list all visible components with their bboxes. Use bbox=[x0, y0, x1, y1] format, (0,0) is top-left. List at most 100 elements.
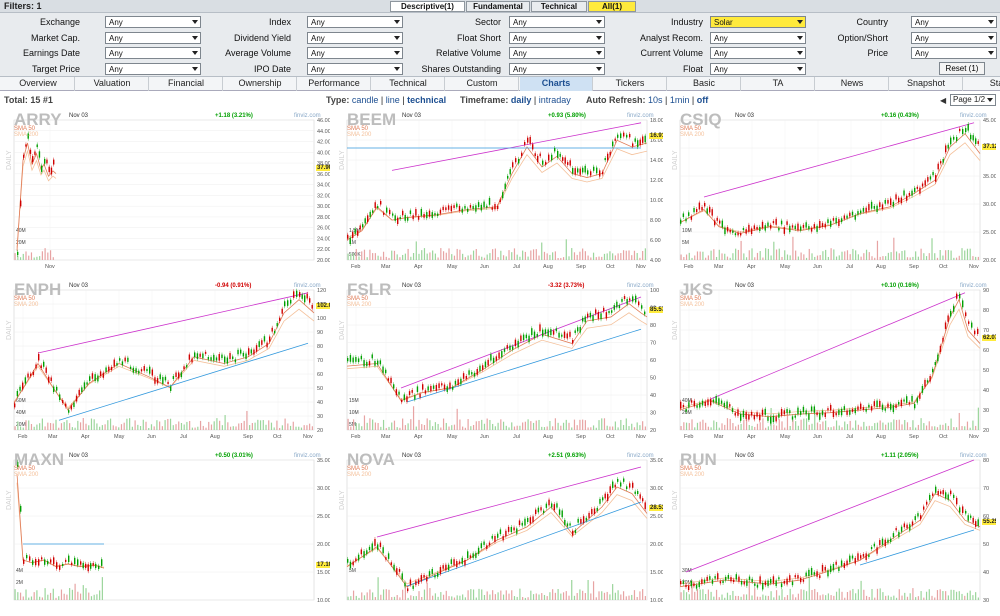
candle bbox=[725, 576, 727, 581]
filter-select-value: Any bbox=[513, 18, 527, 27]
filter-select[interactable]: Any bbox=[710, 47, 806, 59]
volume-bar bbox=[737, 424, 739, 430]
volume-bar bbox=[969, 427, 971, 430]
volume-bar bbox=[895, 597, 898, 600]
candle bbox=[501, 351, 503, 358]
ticker-symbol[interactable]: JKS bbox=[680, 280, 714, 299]
ticker-symbol[interactable]: ARRY bbox=[14, 110, 62, 129]
filter-select[interactable]: Any bbox=[307, 31, 403, 44]
view-tab[interactable]: Custom bbox=[446, 77, 519, 91]
view-tab[interactable]: Tickers bbox=[594, 77, 667, 91]
filter-select[interactable]: Any bbox=[710, 31, 806, 44]
candle bbox=[783, 410, 786, 415]
volume-bar bbox=[358, 256, 360, 260]
candle bbox=[835, 412, 837, 416]
filter-select[interactable]: Any bbox=[911, 31, 997, 44]
filter-select[interactable]: Any bbox=[307, 47, 403, 59]
type-candle-link[interactable]: candle bbox=[351, 95, 379, 105]
view-tab[interactable]: Snapshot bbox=[890, 77, 963, 91]
timeframe-daily-link[interactable]: daily bbox=[510, 95, 532, 105]
stock-chart[interactable]: 1201101009080706050403020FebMarAprMayJun… bbox=[0, 280, 330, 446]
candle bbox=[532, 516, 534, 523]
timeframe-intraday-link[interactable]: intraday bbox=[538, 95, 571, 105]
tab-descriptive[interactable]: Descriptive(1) bbox=[390, 1, 465, 12]
chevron-down-icon bbox=[797, 35, 803, 40]
volume-bar bbox=[852, 248, 854, 260]
candle bbox=[791, 416, 794, 420]
volume-bar bbox=[874, 597, 876, 600]
candle bbox=[595, 309, 597, 314]
type-line-link[interactable]: line bbox=[385, 95, 400, 105]
filter-select[interactable]: Any bbox=[509, 47, 605, 59]
volume-bar bbox=[775, 425, 778, 430]
candle bbox=[890, 538, 892, 542]
view-tab[interactable]: Performance bbox=[298, 77, 371, 91]
stock-chart[interactable]: 35.00 30.00 25.00 20.00 15.00 10.00 5M NOVA Nov … bbox=[333, 450, 663, 616]
view-tab[interactable]: News bbox=[816, 77, 889, 91]
page-select[interactable]: Page 1/2 bbox=[950, 94, 996, 106]
candle bbox=[609, 151, 611, 156]
candle bbox=[194, 352, 196, 358]
stock-chart[interactable]: 80 70 60 50 40 30 30M 20M RUN Nov 03 +1.11 (2.05%)… bbox=[666, 450, 996, 616]
tab-fundamental[interactable]: Fundamental bbox=[466, 1, 530, 12]
filter-select[interactable]: Any bbox=[307, 62, 403, 75]
filter-select[interactable]: Any bbox=[509, 16, 605, 28]
filter-select[interactable]: Any bbox=[105, 62, 201, 75]
refresh-10s-link[interactable]: 10s bbox=[648, 95, 663, 105]
filter-select[interactable]: Any bbox=[307, 16, 403, 28]
ticker-symbol[interactable]: BEEM bbox=[347, 110, 397, 129]
view-tab[interactable]: Overview bbox=[2, 77, 75, 91]
candle bbox=[813, 406, 816, 413]
view-tab[interactable]: Stats bbox=[964, 77, 1000, 91]
view-tab[interactable]: Technical bbox=[372, 77, 445, 91]
stock-chart[interactable]: 90 80 70 60 50 40 30 20 Feb Mar Apr May Jun Jul Aug Sep… bbox=[666, 280, 996, 446]
ticker-symbol[interactable]: NOVA bbox=[347, 450, 395, 469]
chevron-down-icon bbox=[596, 20, 602, 24]
candle bbox=[680, 580, 682, 585]
stock-chart[interactable]: 35.00 30.00 25.00 20.00 15.00 10.00 4M 2M MAXN No… bbox=[0, 450, 330, 616]
view-tab[interactable]: Basic bbox=[668, 77, 741, 91]
filter-select[interactable]: Any bbox=[105, 31, 201, 44]
ticker-symbol[interactable]: ENPH bbox=[14, 280, 62, 299]
filter-select[interactable]: Solar bbox=[710, 16, 806, 28]
ticker-symbol[interactable]: RUN bbox=[680, 450, 717, 469]
filter-select[interactable]: Any bbox=[105, 47, 201, 59]
view-tab[interactable]: Charts bbox=[520, 77, 593, 91]
tab-all[interactable]: All(1) bbox=[588, 1, 636, 12]
price-change: -0.94 (0.91%) bbox=[215, 283, 252, 289]
source-label: finviz.com bbox=[960, 283, 987, 289]
volume-bar bbox=[25, 589, 27, 600]
view-tab[interactable]: TA bbox=[742, 77, 815, 91]
volume-bar bbox=[964, 595, 966, 600]
candle bbox=[921, 385, 924, 393]
stock-chart[interactable]: 46.0044.0042.0040.0038.0036.0034.0032.00… bbox=[0, 110, 330, 276]
reset-button[interactable]: Reset (1) bbox=[939, 62, 985, 75]
view-tab[interactable]: Ownership bbox=[224, 77, 297, 91]
stock-chart[interactable]: 45.0040.0035.0030.0025.0020.00FebMarAprM… bbox=[666, 110, 996, 276]
candle bbox=[352, 561, 354, 566]
volume-bar bbox=[445, 590, 447, 600]
y-tick-label: 20.00 bbox=[317, 258, 330, 264]
candle bbox=[724, 227, 726, 235]
tab-technical-filters[interactable]: Technical bbox=[531, 1, 587, 12]
filter-select[interactable]: Any bbox=[911, 47, 997, 59]
filter-select[interactable]: Any bbox=[509, 62, 605, 75]
filter-select[interactable]: Any bbox=[710, 62, 806, 75]
sma50-line bbox=[679, 298, 981, 418]
volume-bar bbox=[527, 256, 529, 260]
prev-page-icon[interactable]: ◀ bbox=[940, 96, 947, 105]
view-tab[interactable]: Financial bbox=[150, 77, 223, 91]
filter-select[interactable]: Any bbox=[509, 31, 605, 44]
stock-chart[interactable]: 18.00 16.00 14.00 12.00 10.00 8.00 6.00 4.00 Feb… bbox=[333, 110, 663, 276]
candle bbox=[234, 359, 237, 363]
type-technical-link[interactable]: technical bbox=[407, 95, 447, 105]
view-tab[interactable]: Valuation bbox=[76, 77, 149, 91]
filter-select[interactable]: Any bbox=[911, 16, 997, 28]
ticker-symbol[interactable]: CSIQ bbox=[680, 110, 722, 129]
ticker-symbol[interactable]: MAXN bbox=[14, 450, 65, 469]
filter-select[interactable]: Any bbox=[105, 16, 201, 28]
refresh-off-link[interactable]: off bbox=[696, 95, 709, 105]
stock-chart[interactable]: 1009080706050403020FebMarAprMayJunJulAug… bbox=[333, 280, 663, 446]
ticker-symbol[interactable]: FSLR bbox=[347, 280, 392, 299]
refresh-1min-link[interactable]: 1min bbox=[669, 95, 690, 105]
